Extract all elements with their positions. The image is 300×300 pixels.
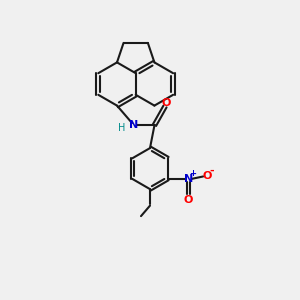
Text: O: O bbox=[162, 98, 171, 108]
Text: +: + bbox=[189, 169, 196, 178]
Text: O: O bbox=[202, 171, 212, 181]
Text: N: N bbox=[184, 174, 193, 184]
Text: N: N bbox=[129, 120, 138, 130]
Text: H: H bbox=[118, 123, 126, 133]
Text: O: O bbox=[184, 196, 193, 206]
Text: -: - bbox=[210, 166, 214, 176]
